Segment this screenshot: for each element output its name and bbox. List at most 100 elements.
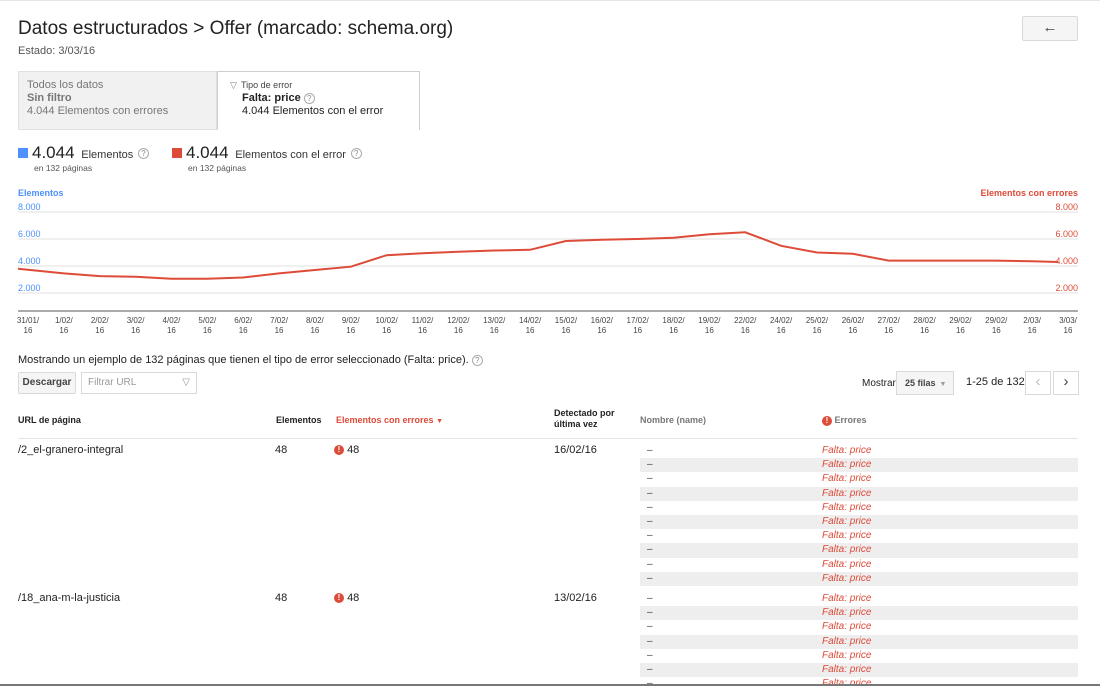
x-tick-label: 15/02/: [555, 316, 578, 325]
name-value: –: [647, 459, 653, 471]
error-icon: !: [334, 593, 344, 604]
error-subrow: – Falta: price: [640, 634, 1078, 649]
filter-all-title: Todos los datos: [27, 79, 104, 91]
show-label: Mostrar: [862, 378, 896, 389]
bottom-divider: [0, 684, 1100, 686]
url-filter-input[interactable]: Filtrar URL ▽: [81, 372, 197, 394]
y-tick-label-right: 8.000: [1055, 202, 1078, 212]
col-header-name[interactable]: Nombre (name): [640, 415, 707, 425]
prev-page-button[interactable]: ‹: [1025, 371, 1051, 395]
x-tick-label: 29/02/: [949, 316, 972, 325]
download-button[interactable]: Descargar: [18, 372, 76, 394]
x-tick-label-year: 16: [1028, 326, 1037, 335]
error-subrow: – Falta: price: [640, 529, 1078, 543]
name-value: –: [647, 663, 653, 675]
help-icon[interactable]: ?: [471, 354, 483, 366]
filter-error-name: Falta: price: [242, 92, 301, 104]
x-tick-label-year: 16: [167, 326, 176, 335]
col-header-errors[interactable]: Elementos con errores ▼: [336, 415, 443, 425]
x-tick-label-year: 16: [1064, 326, 1073, 335]
row-errors: ! 48: [334, 444, 359, 456]
y-tick-label-right: 4.000: [1055, 256, 1078, 266]
x-tick-label-year: 16: [633, 326, 642, 335]
x-tick-label-year: 16: [561, 326, 570, 335]
chevron-left-icon: ‹: [1035, 373, 1041, 390]
x-tick-label: 22/02/: [734, 316, 757, 325]
col-header-detected[interactable]: Detectado por última vez: [554, 408, 615, 429]
x-tick-label: 9/02/: [342, 316, 361, 325]
y-tick-label-left: 6.000: [18, 229, 41, 239]
filter-tab-error-type[interactable]: ▽ Tipo de error Falta: price ? 4.044 Elem…: [217, 71, 420, 130]
name-value: –: [647, 544, 653, 556]
error-subrow: – Falta: price: [640, 558, 1078, 572]
x-tick-label-year: 16: [346, 326, 355, 335]
name-value: –: [647, 593, 653, 604]
filter-tab-all-data[interactable]: Todos los datos Sin filtro 4.044 Element…: [18, 71, 217, 130]
x-tick-label: 5/02/: [198, 316, 217, 325]
x-tick-label: 3/02/: [127, 316, 146, 325]
x-tick-label-year: 16: [203, 326, 212, 335]
x-tick-label: 25/02/: [806, 316, 829, 325]
error-subrow: – Falta: price: [640, 649, 1078, 663]
filter-error-title: Tipo de error: [241, 80, 293, 90]
error-label: Falta: price: [822, 593, 872, 604]
filter-error-count: 4.044 Elementos con el error: [242, 105, 384, 117]
error-subrow: – Falta: price: [640, 514, 1078, 530]
row-detected: 16/02/16: [554, 444, 597, 456]
x-tick-label: 2/03/: [1023, 316, 1042, 325]
x-tick-label: 19/02/: [698, 316, 721, 325]
col-header-errors-list[interactable]: ! Errores: [822, 415, 867, 426]
name-value: –: [647, 678, 653, 686]
x-tick-label-year: 16: [131, 326, 140, 335]
error-label: Falta: price: [822, 501, 872, 513]
top-divider: [0, 0, 1100, 1]
metric-errors-label: Elementos con el error: [235, 149, 346, 161]
sample-description: Mostrando un ejemplo de 132 páginas que …: [18, 354, 483, 366]
x-tick-label: 18/02/: [662, 316, 685, 325]
name-value: –: [647, 635, 653, 647]
x-tick-label-year: 16: [24, 326, 33, 335]
help-icon[interactable]: ?: [303, 92, 315, 104]
error-subrow: – Falta: price: [640, 592, 1078, 606]
error-label: Falta: price: [822, 678, 872, 686]
y-tick-label-left: 2.000: [18, 283, 41, 293]
sort-down-icon: ▼: [436, 418, 443, 425]
right-axis-title: Elementos con errores: [980, 188, 1078, 198]
error-label: Falta: price: [822, 621, 872, 633]
next-page-button[interactable]: ›: [1053, 371, 1079, 395]
row-url[interactable]: /2_el-granero-integral: [18, 444, 124, 456]
x-tick-label-year: 16: [310, 326, 319, 335]
error-label: Falta: price: [822, 473, 872, 485]
x-tick-label: 16/02/: [591, 316, 614, 325]
name-value: –: [647, 607, 653, 619]
metric-errors-sub: en 132 páginas: [188, 163, 247, 173]
series-swatch-blue: [18, 148, 28, 158]
x-tick-label-year: 16: [848, 326, 857, 335]
name-value: –: [647, 501, 653, 513]
back-button[interactable]: ←: [1022, 16, 1078, 41]
series-swatch-red: [172, 148, 182, 158]
error-subrow: – Falta: price: [640, 662, 1078, 678]
help-icon[interactable]: ?: [138, 148, 149, 160]
x-tick-label: 2/02/: [91, 316, 110, 325]
name-value: –: [647, 621, 653, 633]
col-header-url[interactable]: URL de página: [18, 415, 81, 425]
col-header-items[interactable]: Elementos: [276, 415, 322, 425]
row-url[interactable]: /18_ana-m-la-justicia: [18, 592, 121, 604]
x-tick-label-year: 16: [741, 326, 750, 335]
rows-per-page-select[interactable]: 25 filas ▼: [896, 371, 954, 395]
x-tick-label: 3/03/: [1059, 316, 1078, 325]
x-tick-label: 14/02/: [519, 316, 542, 325]
y-tick-label-left: 4.000: [18, 256, 41, 266]
name-value: –: [647, 572, 653, 584]
x-tick-label: 8/02/: [306, 316, 325, 325]
error-label: Falta: price: [822, 635, 872, 647]
x-tick-label: 11/02/: [412, 316, 434, 325]
chevron-down-icon: ▼: [939, 381, 947, 388]
x-tick-label-year: 16: [454, 326, 463, 335]
x-tick-label-year: 16: [705, 326, 714, 335]
help-icon[interactable]: ?: [350, 148, 362, 160]
row-items: 48: [275, 592, 288, 604]
back-arrow-icon: ←: [1042, 19, 1058, 36]
name-value: –: [647, 487, 653, 499]
